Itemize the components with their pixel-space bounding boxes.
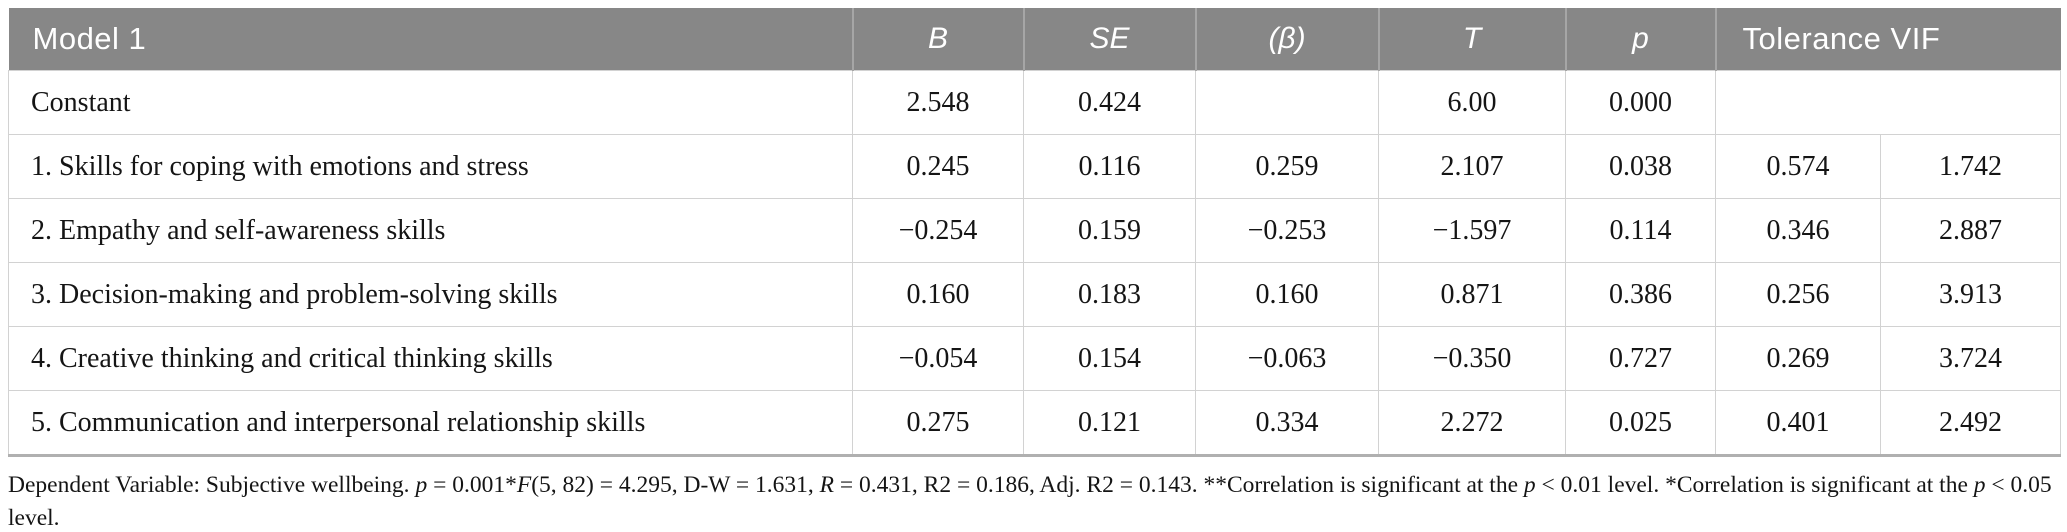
cell-beta: 0.259 (1195, 134, 1379, 199)
cell-se: 0.159 (1023, 198, 1196, 263)
cell-se: 0.121 (1023, 390, 1196, 457)
cell-se: 0.183 (1023, 262, 1196, 327)
cell-t: 2.107 (1378, 134, 1566, 199)
column-header-se: SE (1022, 8, 1196, 71)
row-label: 3. Decision-making and problem-solving s… (8, 262, 853, 327)
cell-tolerance: 0.269 (1715, 326, 1881, 391)
cell-p: 0.727 (1565, 326, 1716, 391)
table-row-skill-2: 2. Empathy and self-awareness skills −0.… (8, 198, 2062, 263)
column-header-tolerance-vif: Tolerance VIF (1714, 8, 2061, 71)
header-row: Model 1 B SE (β) T p Tolerance VIF (8, 8, 2061, 71)
cell-p: 0.038 (1565, 134, 1716, 199)
cell-t: 0.871 (1378, 262, 1566, 327)
cell-se: 0.116 (1023, 134, 1196, 199)
row-label: Constant (8, 70, 853, 135)
column-header-beta: (β) (1194, 8, 1379, 71)
cell-se: 0.154 (1023, 326, 1196, 391)
cell-beta: −0.253 (1195, 198, 1379, 263)
table-row-constant: Constant 2.548 0.424 6.00 0.000 (8, 70, 2062, 135)
cell-beta (1195, 70, 1379, 135)
table-footnote: Dependent Variable: Subjective wellbeing… (8, 472, 2052, 531)
cell-p: 0.386 (1565, 262, 1716, 327)
cell-se: 0.424 (1023, 70, 1196, 135)
cell-vif: 3.913 (1879, 262, 2062, 327)
cell-beta: 0.160 (1195, 262, 1379, 327)
cell-t: 6.00 (1378, 70, 1566, 135)
cell-tolerance: 0.346 (1715, 198, 1881, 263)
cell-t: 2.272 (1378, 390, 1566, 457)
cell-b: 0.160 (852, 262, 1024, 327)
row-label: 5. Communication and interpersonal relat… (8, 390, 853, 457)
table-row-skill-3: 3. Decision-making and problem-solving s… (8, 262, 2062, 327)
cell-vif: 1.742 (1879, 134, 2062, 199)
table-row-skill-5: 5. Communication and interpersonal relat… (8, 390, 2062, 457)
cell-vif: 2.887 (1879, 198, 2062, 263)
row-label: 2. Empathy and self-awareness skills (8, 198, 853, 263)
cell-b: 0.245 (852, 134, 1024, 199)
cell-beta: −0.063 (1195, 326, 1379, 391)
column-header-t: T (1377, 8, 1566, 71)
cell-beta: 0.334 (1195, 390, 1379, 457)
cell-tolerance: 0.401 (1715, 390, 1881, 457)
cell-vif: 2.492 (1879, 390, 2062, 457)
table-row-skill-1: 1. Skills for coping with emotions and s… (8, 134, 2062, 199)
cell-tolerance: 0.574 (1715, 134, 1881, 199)
cell-tolerance: 0.256 (1715, 262, 1881, 327)
cell-p: 0.000 (1565, 70, 1716, 135)
cell-b: −0.054 (852, 326, 1024, 391)
table-row-skill-4: 4. Creative thinking and critical thinki… (8, 326, 2062, 391)
column-header-p: p (1564, 8, 1716, 71)
row-label: 1. Skills for coping with emotions and s… (8, 134, 853, 199)
cell-b: 0.275 (852, 390, 1024, 457)
column-header-model: Model 1 (8, 8, 853, 71)
row-label: 4. Creative thinking and critical thinki… (8, 326, 853, 391)
cell-t: −1.597 (1378, 198, 1566, 263)
cell-b: 2.548 (852, 70, 1024, 135)
column-header-b: B (851, 8, 1024, 71)
regression-table: Model 1 B SE (β) T p Tolerance VIF Const… (8, 8, 2062, 457)
cell-p: 0.025 (1565, 390, 1716, 457)
cell-vif: 3.724 (1879, 326, 2062, 391)
cell-t: −0.350 (1378, 326, 1566, 391)
cell-b: −0.254 (852, 198, 1024, 263)
cell-tolerance-vif (1714, 70, 2062, 135)
cell-p: 0.114 (1565, 198, 1716, 263)
